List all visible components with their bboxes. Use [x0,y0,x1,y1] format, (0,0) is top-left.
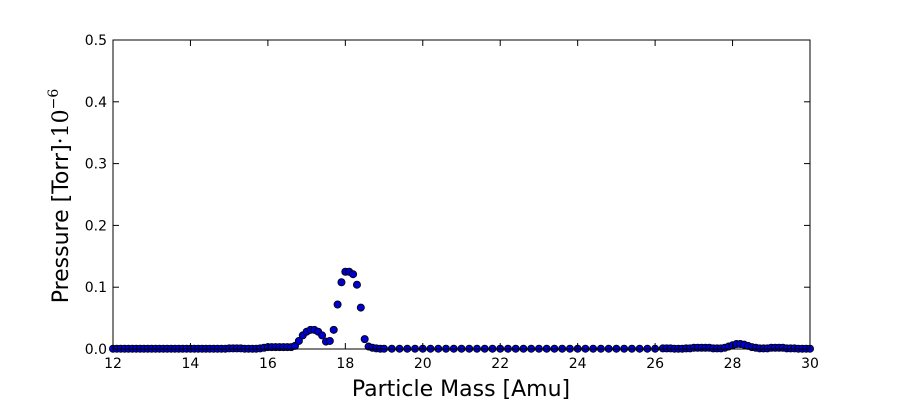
axis-tick-labels: 12 14 16 18 20 22 24 26 28 30 0.0 0.1 0.2 0.3 0.4 0.5 [85,33,819,372]
x-tick-label: 12 [104,356,122,372]
data-points [109,267,815,353]
x-tick-label: 22 [491,356,509,372]
x-tick-label: 28 [724,356,742,372]
y-axis-label-factor: ·10 [49,109,74,144]
y-tick-label: 0.3 [85,157,107,173]
data-point [337,278,346,287]
y-tick-label: 0.0 [85,342,107,358]
y-axis-label-exponent: −6 [46,89,62,110]
x-tick-label: 18 [336,356,354,372]
data-point [352,280,361,289]
x-tick-label: 26 [646,356,664,372]
x-tick-label: 20 [414,356,432,372]
x-tick-label: 14 [182,356,200,372]
y-tick-label: 0.5 [85,33,107,49]
data-point [333,300,342,309]
axis-ticks [112,39,811,350]
plot-area-frame [112,39,811,350]
y-tick-label: 0.4 [85,95,107,111]
y-axis-label-main: Pressure [Torr] [49,144,74,303]
data-point [329,325,338,334]
x-tick-label: 16 [259,356,277,372]
data-point [349,270,358,279]
data-point [325,336,334,345]
y-tick-label: 0.2 [85,218,107,234]
y-axis-label: Pressure [Torr]·10−6 [46,89,74,304]
x-tick-label: 24 [569,356,587,372]
x-axis-label: Particle Mass [Amu] [352,377,570,400]
data-point [318,331,327,340]
y-tick-label: 0.1 [85,280,107,296]
data-point [294,336,303,345]
data-point [356,303,365,312]
data-point [360,335,369,344]
x-tick-label: 30 [801,356,819,372]
